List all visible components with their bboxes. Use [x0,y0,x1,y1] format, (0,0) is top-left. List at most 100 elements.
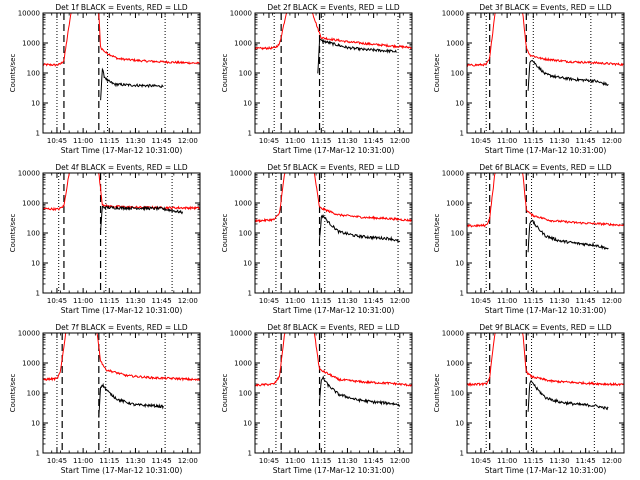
x-tick-label: 11:45 [152,137,172,145]
y-axis-label: Counts/sec [221,54,229,93]
y-axis-label: Counts/sec [9,54,17,93]
lld-series-line [43,173,200,212]
panel-title: Det 2f BLACK = Events, RED = LLD [267,3,400,12]
y-axis-label: Counts/sec [433,54,441,93]
events-series-line [527,59,609,91]
chart-panel-3: Det 3f BLACK = Events, RED = LLD Counts/s… [433,3,625,155]
events-series-line [317,38,397,74]
plot-frame [466,332,625,454]
x-tick-label: 10:45 [471,137,491,145]
y-tick-label: 10000 [442,10,464,18]
y-tick-label: 100 [239,390,252,398]
y-axis-label: Counts/sec [433,214,441,253]
x-tick-label: 11:00 [285,297,305,305]
x-axis-label: Start Time (17-Mar-12 10:31:00) [61,306,183,315]
x-tick-label: 10:45 [259,297,279,305]
y-tick-label: 1 [460,450,464,458]
x-tick-label: 11:15 [523,297,543,305]
y-tick-label: 10000 [18,170,40,178]
x-tick-label: 10:45 [259,457,279,465]
y-tick-label: 1000 [234,360,252,368]
x-tick-label: 11:30 [337,137,357,145]
x-tick-label: 12:00 [178,457,198,465]
x-tick-label: 11:00 [73,137,93,145]
y-tick-label: 10000 [18,10,40,18]
x-tick-label: 10:45 [471,457,491,465]
x-tick-label: 11:30 [125,457,145,465]
x-tick-label: 11:15 [311,297,331,305]
y-tick-label: 1000 [446,360,464,368]
y-tick-label: 100 [239,70,252,78]
x-tick-label: 11:45 [152,297,172,305]
x-tick-label: 10:45 [47,297,67,305]
x-tick-label: 12:00 [602,137,622,145]
x-axis-label: Start Time (17-Mar-12 10:31:00) [61,146,183,155]
y-tick-label: 1 [36,450,40,458]
x-axis-label: Start Time (17-Mar-12 10:31:00) [485,306,607,315]
panel-title: Det 4f BLACK = Events, RED = LLD [55,163,188,172]
y-axis-label: Counts/sec [221,374,229,413]
y-tick-label: 10 [31,100,40,108]
y-axis-label: Counts/sec [9,214,17,253]
chart-panel-9: Det 9f BLACK = Events, RED = LLD Counts/s… [433,323,625,475]
y-tick-label: 1 [248,290,252,298]
panel-title: Det 7f BLACK = Events, RED = LLD [55,323,188,332]
x-tick-label: 12:00 [178,137,198,145]
y-tick-label: 1 [36,130,40,138]
x-tick-label: 11:30 [337,297,357,305]
x-tick-label: 11:45 [576,457,596,465]
chart-panel-7: Det 7f BLACK = Events, RED = LLD Counts/s… [9,323,201,475]
y-tick-label: 10 [455,260,464,268]
plot-frame [466,12,625,134]
x-tick-label: 11:15 [523,457,543,465]
x-axis-label: Start Time (17-Mar-12 10:31:00) [61,466,183,475]
plot-frame [42,172,201,294]
x-tick-label: 11:15 [99,137,119,145]
x-tick-label: 11:15 [99,297,119,305]
x-tick-label: 11:30 [125,137,145,145]
x-tick-label: 10:45 [47,137,67,145]
x-tick-label: 11:30 [337,457,357,465]
panel-title: Det 3f BLACK = Events, RED = LLD [479,3,612,12]
x-tick-label: 11:00 [73,457,93,465]
chart-panel-5: Det 5f BLACK = Events, RED = LLD Counts/s… [221,163,413,315]
plot-frame [254,172,413,294]
plot-frame [254,12,413,134]
y-tick-label: 10000 [442,330,464,338]
y-tick-label: 100 [451,390,464,398]
y-tick-label: 1000 [234,200,252,208]
panel-title: Det 5f BLACK = Events, RED = LLD [267,163,400,172]
x-tick-label: 11:00 [73,297,93,305]
x-tick-label: 11:15 [523,137,543,145]
x-tick-label: 12:00 [390,137,410,145]
lld-series-line [467,173,624,228]
x-tick-label: 10:45 [259,137,279,145]
x-tick-label: 11:45 [576,137,596,145]
x-tick-label: 11:00 [497,137,517,145]
x-tick-label: 12:00 [390,457,410,465]
panel-title: Det 6f BLACK = Events, RED = LLD [479,163,612,172]
lld-series-line [43,333,200,382]
plot-frame [254,332,413,454]
x-tick-label: 12:00 [390,297,410,305]
plot-frame [42,12,201,134]
y-tick-label: 10000 [230,10,252,18]
x-axis-label: Start Time (17-Mar-12 10:31:00) [273,466,395,475]
lld-series-line [255,13,412,51]
events-series-line [527,379,609,412]
panel-title: Det 8f BLACK = Events, RED = LLD [267,323,400,332]
y-tick-label: 10 [31,260,40,268]
y-tick-label: 100 [27,230,40,238]
lld-series-line [467,13,624,68]
y-tick-label: 10000 [442,170,464,178]
plot-frame [466,172,625,294]
chart-panel-6: Det 6f BLACK = Events, RED = LLD Counts/s… [433,163,625,315]
x-tick-label: 11:00 [285,137,305,145]
x-tick-label: 11:30 [549,137,569,145]
x-tick-label: 12:00 [602,297,622,305]
x-tick-label: 11:45 [364,297,384,305]
y-tick-label: 1000 [446,200,464,208]
y-tick-label: 10 [455,420,464,428]
x-axis-label: Start Time (17-Mar-12 10:31:00) [485,146,607,155]
